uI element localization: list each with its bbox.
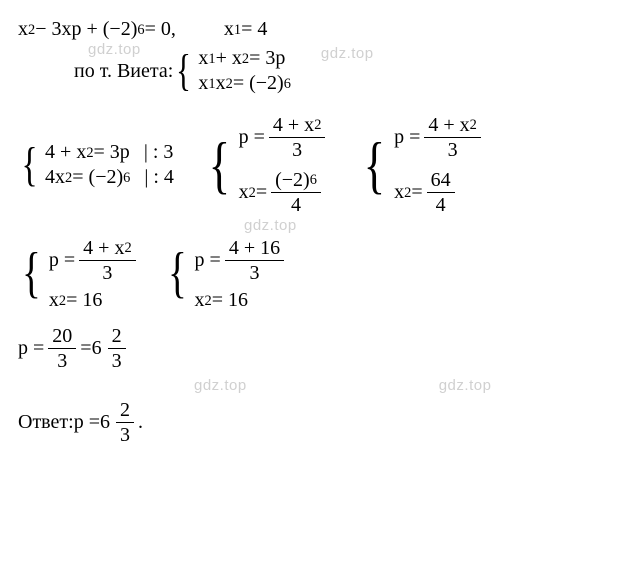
answer-mixed-num: 2 (116, 398, 134, 423)
x1-post: = 4 (241, 18, 267, 41)
line-answer: Ответ: p = 6 2 3 . (18, 398, 622, 447)
vieta-label: по т. Виета: (74, 60, 173, 83)
g2r2-den: 4 (287, 193, 305, 217)
g5r1-den: 3 (245, 261, 263, 285)
g1-ann1: | : 3 (144, 141, 174, 164)
group-divide: { p = 4 + x2 3 x2 = (−2)6 4 (204, 113, 329, 217)
group-simplify-2: { p = 4 + x2 3 x2 = 16 (18, 236, 140, 312)
g1r2-a: 4x (45, 166, 65, 189)
g3r2-lhs-b: = (411, 181, 422, 204)
brace-g2: { (209, 143, 231, 188)
line-step-1: { 4 + x2 = 3p | : 3 4x2 = (−2)6 | : 4 { … (18, 113, 622, 217)
vieta-r1-a: x (198, 47, 208, 70)
brace-vieta: { (176, 56, 191, 87)
group-simplify-1: { p = 4 + x2 3 x2 = 64 4 (359, 113, 484, 217)
g4r1-den: 3 (98, 261, 116, 285)
vieta-r2-b: x (216, 72, 226, 95)
answer-mixed-whole: 6 (100, 411, 110, 434)
g1r1-b: = 3p (94, 141, 130, 164)
g1r1-a: 4 + x (45, 141, 86, 164)
g3r1-lhs: p = (394, 126, 420, 149)
res-mixed-den: 3 (108, 349, 126, 373)
g3r1-den: 3 (444, 138, 462, 162)
vieta-r1-b: + x (216, 47, 242, 70)
watermark-5: gdz.top (439, 377, 492, 394)
g3r2-num: 64 (427, 168, 455, 193)
g2r2-num-a: (−2) (275, 168, 310, 192)
brace-g1: { (21, 148, 37, 182)
brace-g4: { (22, 254, 41, 293)
answer-label: Ответ: (18, 411, 74, 434)
group-simplify-3: { p = 4 + 16 3 x2 = 16 (164, 236, 288, 312)
g4r2-b: = 16 (66, 289, 102, 312)
g5r2-b: = 16 (212, 289, 248, 312)
res-mid: = (80, 337, 91, 360)
res-lhs: p = (18, 337, 44, 360)
g4r1-lhs: p = (49, 249, 75, 272)
watermark-3: gdz.top (244, 217, 297, 234)
eq-x: x (18, 18, 28, 41)
line-result-p: p = 20 3 = 6 2 3 (18, 324, 622, 373)
g5r1-num: 4 + 16 (225, 236, 284, 261)
line-equation-given: x2 − 3xp + (−2)6 = 0, x1 = 4 (18, 18, 622, 41)
vieta-r1-c: = 3p (249, 47, 285, 70)
g4r1-num-a: 4 + x (83, 236, 124, 260)
g2r2-lhs-a: x (239, 181, 249, 204)
x1-pre: x (224, 18, 234, 41)
res-mixed-whole: 6 (92, 337, 102, 360)
brace-g5: { (168, 254, 187, 293)
g2r1-den: 3 (288, 138, 306, 162)
answer-mixed-den: 3 (116, 423, 134, 447)
res-f1-den: 3 (53, 349, 71, 373)
g3r2-lhs-a: x (394, 181, 404, 204)
g5r1-lhs: p = (195, 249, 221, 272)
eq-post: = 0, (145, 18, 176, 41)
g2r2-lhs-b: = (256, 181, 267, 204)
eq-mid: − 3xp + (−2) (35, 18, 137, 41)
watermark-row-mid: gdz.top (18, 217, 622, 234)
watermark-2: gdz.top (321, 45, 374, 62)
watermark-row-bottom: gdz.top gdz.top (18, 377, 622, 394)
g5r2-a: x (195, 289, 205, 312)
line-vieta: gdz.top по т. Виета: { x1 + x2 = 3p x1x2… (18, 47, 622, 95)
g2r1-num-a: 4 + x (273, 113, 314, 137)
watermark-4: gdz.top (194, 377, 247, 394)
line-step-2: { p = 4 + x2 3 x2 = 16 { p = 4 + 16 3 (18, 236, 622, 312)
g3r2-den: 4 (432, 193, 450, 217)
answer-tail: . (138, 411, 143, 434)
g2r1-lhs: p = (239, 126, 265, 149)
answer-lhs: p = (74, 411, 100, 434)
res-f1-num: 20 (48, 324, 76, 349)
vieta-r2-c: = (−2) (233, 72, 284, 95)
brace-g3: { (364, 143, 386, 188)
res-mixed-num: 2 (108, 324, 126, 349)
g1-ann2: | : 4 (144, 166, 174, 189)
g4r2-a: x (49, 289, 59, 312)
g3r1-num-a: 4 + x (428, 113, 469, 137)
watermark-1: gdz.top (88, 41, 141, 58)
g1r2-b: = (−2) (72, 166, 123, 189)
vieta-r2-a: x (198, 72, 208, 95)
group-subst: { 4 + x2 = 3p | : 3 4x2 = (−2)6 | : 4 (18, 141, 174, 189)
